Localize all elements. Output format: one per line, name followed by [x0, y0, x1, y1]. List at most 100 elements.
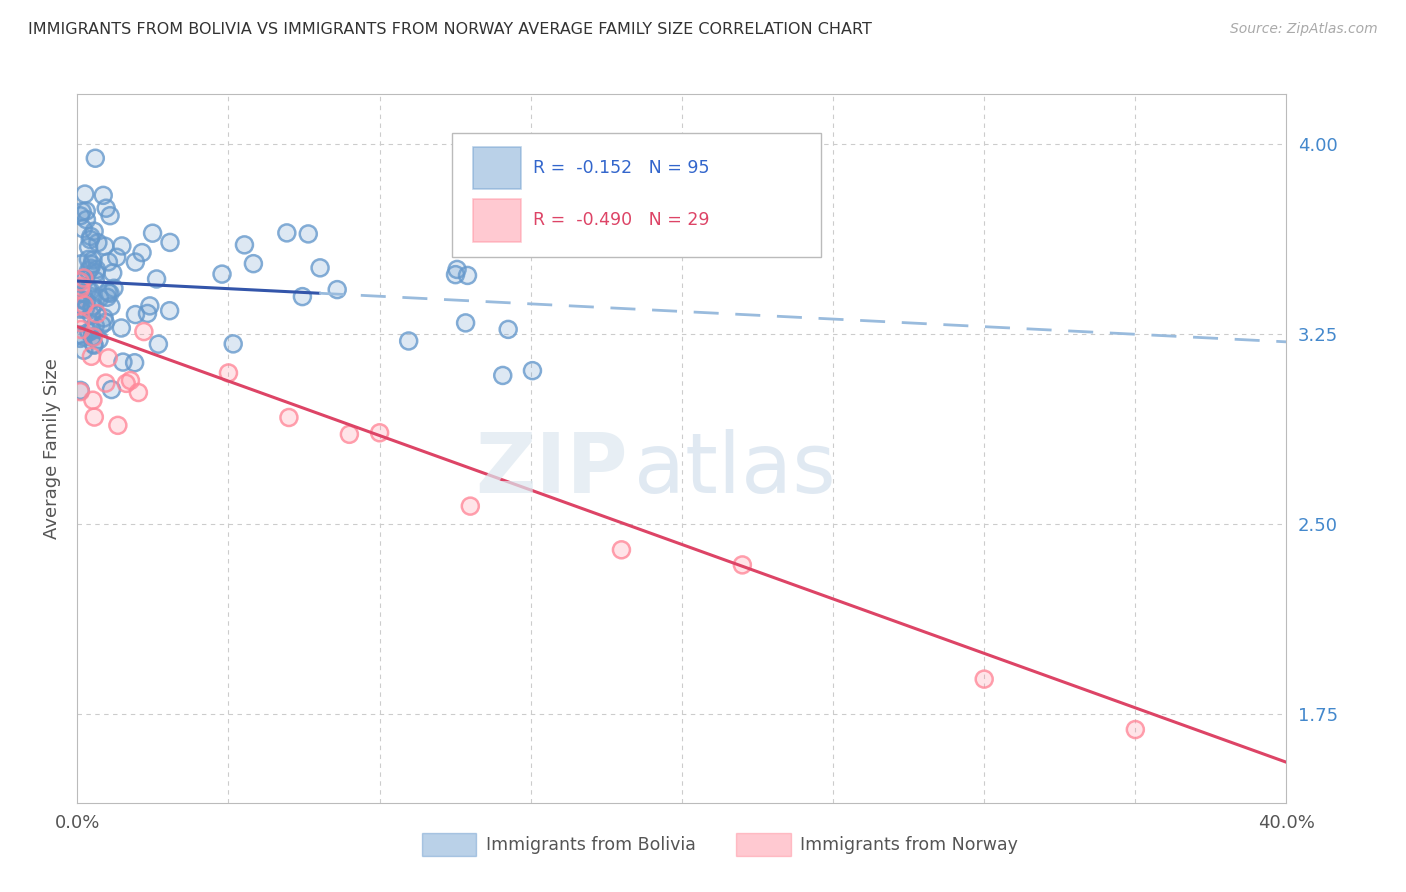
Point: [233, 238, 256, 252]
Point: [159, 235, 181, 250]
Point: [84, 273, 107, 287]
Point: [77, 252, 100, 267]
Point: [75, 271, 97, 285]
Point: [77, 240, 100, 254]
Point: [97, 285, 120, 300]
Point: [297, 227, 319, 241]
Point: [98, 286, 121, 301]
Point: [69, 331, 91, 345]
Point: [142, 226, 165, 240]
Point: [458, 499, 481, 513]
Point: [83, 337, 105, 351]
Point: [69, 302, 91, 317]
Point: [87, 333, 110, 347]
Point: [731, 558, 754, 572]
Point: [110, 321, 132, 335]
Point: [398, 334, 420, 348]
Point: [242, 257, 264, 271]
Point: [73, 298, 96, 312]
Point: [124, 308, 146, 322]
Y-axis label: Average Family Size: Average Family Size: [42, 358, 60, 539]
Point: [291, 290, 314, 304]
Point: [79, 261, 101, 276]
Point: [80, 309, 103, 323]
Point: [73, 187, 96, 202]
Point: [159, 303, 181, 318]
Point: [111, 355, 134, 369]
Point: [115, 376, 138, 391]
Point: [69, 282, 91, 296]
Text: R =  -0.490   N = 29: R = -0.490 N = 29: [533, 211, 710, 229]
Point: [610, 542, 633, 557]
Point: [82, 330, 104, 344]
Point: [89, 291, 111, 305]
Point: [72, 221, 94, 235]
Point: [297, 227, 319, 241]
Point: [309, 260, 332, 275]
Point: [309, 260, 332, 275]
Point: [75, 271, 97, 285]
Point: [72, 286, 94, 301]
Point: [731, 558, 754, 572]
Point: [69, 257, 91, 271]
Point: [610, 542, 633, 557]
Point: [69, 384, 91, 399]
Point: [132, 325, 155, 339]
Point: [93, 310, 115, 325]
Point: [86, 262, 108, 277]
Point: [105, 250, 128, 264]
Point: [77, 252, 100, 267]
Point: [75, 294, 97, 309]
Point: [276, 226, 298, 240]
Point: [97, 351, 120, 365]
Point: [77, 325, 100, 339]
Point: [73, 271, 96, 285]
Point: [94, 376, 117, 390]
Point: [233, 238, 256, 252]
Point: [82, 393, 104, 408]
Point: [103, 281, 125, 295]
Point: [101, 266, 124, 280]
Text: Immigrants from Bolivia: Immigrants from Bolivia: [486, 836, 696, 854]
Point: [90, 318, 112, 332]
Point: [96, 290, 118, 304]
Point: [93, 310, 115, 325]
Point: [83, 224, 105, 238]
Point: [124, 255, 146, 269]
Point: [145, 272, 167, 286]
Point: [131, 245, 153, 260]
Point: [98, 209, 121, 223]
Point: [77, 325, 100, 339]
Point: [69, 297, 91, 311]
Point: [446, 262, 468, 277]
Point: [69, 274, 91, 288]
Point: [69, 328, 91, 343]
Point: [69, 275, 91, 289]
Point: [98, 209, 121, 223]
Point: [76, 283, 98, 297]
Point: [80, 309, 103, 323]
Point: [69, 384, 91, 398]
Point: [80, 229, 103, 244]
Point: [973, 672, 995, 686]
Point: [73, 330, 96, 344]
Point: [458, 499, 481, 513]
Point: [522, 364, 544, 378]
Point: [139, 299, 162, 313]
Point: [80, 258, 103, 272]
Point: [77, 240, 100, 254]
Point: [70, 204, 93, 219]
Point: [82, 330, 104, 344]
Point: [103, 281, 125, 295]
Point: [83, 338, 105, 352]
Point: [278, 410, 301, 425]
Point: [73, 330, 96, 344]
Point: [79, 261, 101, 276]
Point: [70, 322, 93, 336]
Point: [69, 297, 91, 311]
Point: [444, 268, 467, 282]
Point: [97, 255, 120, 269]
Point: [75, 302, 97, 317]
Point: [368, 425, 391, 440]
Point: [97, 255, 120, 269]
